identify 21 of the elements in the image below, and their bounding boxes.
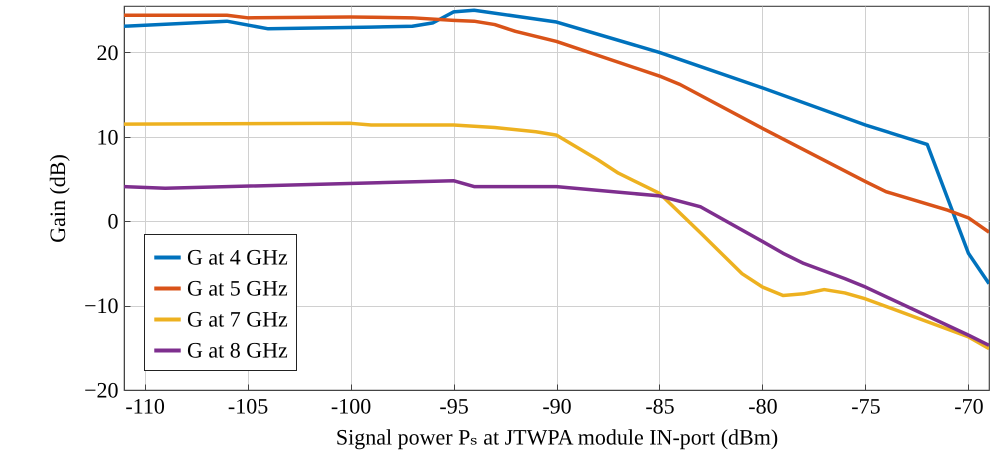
y-tick-label: −10 [84,293,118,318]
y-tick-label: 0 [108,208,118,234]
legend-label: G at 7 GHz [187,306,288,332]
y-axis-title: Gain (dB) [45,154,70,243]
line-series [124,14,989,234]
y-tick-label: 10 [96,124,118,150]
x-tick-label: -75 [851,394,881,418]
y-tick-label: −20 [84,378,118,402]
x-tick-label: -85 [645,394,675,418]
x-tick-label: -70 [954,394,984,418]
y-tick-label: 20 [96,40,118,65]
legend-label: G at 5 GHz [187,276,288,300]
x-axis-title: Signal power Pₛ at JTWPA module IN-port (dBm) [336,424,778,450]
x-tick-label: -95 [439,394,469,418]
legend-label: G at 8 GHz [187,338,288,362]
x-tick-label: -90 [542,394,572,418]
x-tick-label: -110 [125,394,165,418]
x-tick-label: -100 [330,394,372,418]
legend-label: G at 4 GHz [187,244,288,270]
x-tick-label: -105 [228,394,268,418]
x-tick-label: -80 [748,394,778,418]
